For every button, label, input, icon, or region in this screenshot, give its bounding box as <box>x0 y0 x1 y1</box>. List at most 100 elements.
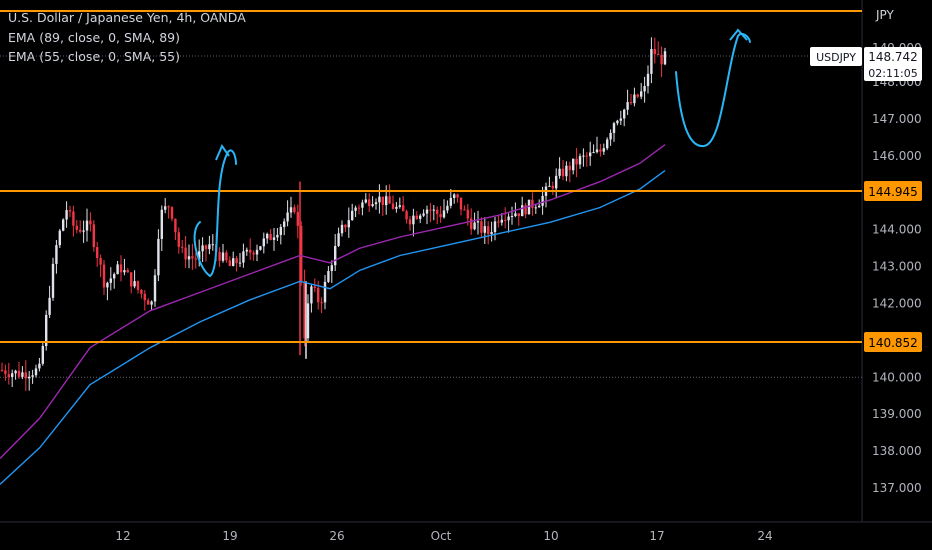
candle-body <box>354 207 357 211</box>
candle-body <box>225 252 228 261</box>
candle-body <box>517 213 520 217</box>
candle-body <box>551 185 554 189</box>
candle-body <box>184 247 187 260</box>
candle-body <box>337 233 340 246</box>
candle-body <box>218 251 221 261</box>
last-price-badge[interactable] <box>864 47 922 81</box>
price-axis-currency: JPY <box>875 8 895 22</box>
candle-body <box>252 252 255 255</box>
candle-body <box>368 199 371 207</box>
candle-body <box>391 203 395 209</box>
price-axis-tick: 144.000 <box>872 223 922 237</box>
price-axis-tick: 147.000 <box>872 112 922 126</box>
candle-body <box>208 244 211 250</box>
candle-body <box>585 155 588 157</box>
drawing-arrowhead-1[interactable] <box>215 143 230 161</box>
candle-body <box>429 209 432 211</box>
candle-body <box>572 158 575 171</box>
candle-body <box>636 94 639 97</box>
candle-body <box>616 120 619 124</box>
symbol-tag[interactable] <box>810 47 862 66</box>
candle-body <box>143 293 146 301</box>
ema55-legend[interactable]: EMA (55, close, 0, SMA, 55) <box>8 49 180 64</box>
candle-body <box>286 212 289 222</box>
time-axis-tick: Oct <box>431 529 452 543</box>
candle-body <box>480 221 483 233</box>
candle-body <box>201 245 204 252</box>
candle-body <box>116 264 119 275</box>
candle-body <box>17 370 21 377</box>
drawing-path-1[interactable] <box>193 149 237 278</box>
level-price-badge[interactable] <box>864 332 922 352</box>
candle-body <box>262 238 265 247</box>
candle-body <box>361 202 364 208</box>
candle-body <box>221 252 225 261</box>
candle-body <box>160 209 163 239</box>
chart-title: U.S. Dollar / Japanese Yen, 4h, OANDA <box>8 10 246 25</box>
candle-body <box>0 369 4 371</box>
candle-body <box>126 270 129 273</box>
candle-body <box>109 278 112 283</box>
candle-body <box>599 149 602 152</box>
candle-body <box>102 264 106 288</box>
candle-body <box>279 227 282 235</box>
level-price-badge[interactable] <box>864 181 922 201</box>
candle-body <box>612 123 616 133</box>
candle-body <box>334 245 337 266</box>
candle-body <box>623 109 626 119</box>
candle-body <box>425 209 429 214</box>
candle-body <box>255 249 259 255</box>
time-axis-tick: 24 <box>757 529 772 543</box>
price-axis-tick: 142.000 <box>872 296 922 310</box>
chart-legend: U.S. Dollar / Japanese Yen, 4h, OANDA EM… <box>8 8 246 67</box>
candle-body <box>575 158 578 165</box>
time-axis-tick: 12 <box>115 529 130 543</box>
candle-body <box>344 224 347 228</box>
candle-body <box>357 207 361 209</box>
candle-body <box>96 247 99 258</box>
symbol-tag-label: USDJPY <box>816 51 856 64</box>
candle-body <box>500 219 503 223</box>
candle-body <box>296 212 299 226</box>
candle-body <box>439 213 442 218</box>
candle-body <box>470 218 473 230</box>
candle-body <box>75 225 78 230</box>
candle-body <box>269 233 272 240</box>
price-axis-tick: 143.000 <box>872 260 922 274</box>
candle-body <box>504 219 507 221</box>
candle-body <box>592 152 595 154</box>
candle-body <box>453 194 456 198</box>
drawing-path-2[interactable] <box>675 32 751 148</box>
candle-body <box>493 221 497 233</box>
candle-body <box>79 229 82 232</box>
candle-body <box>385 196 388 206</box>
candle-body <box>514 213 517 217</box>
candle-body <box>351 210 354 221</box>
candle-body <box>238 262 242 264</box>
candle-body <box>38 363 41 369</box>
candle-body <box>24 372 27 379</box>
candle-body <box>432 209 435 211</box>
candle-body <box>300 225 303 282</box>
candle-body <box>395 206 398 209</box>
candle-body <box>164 206 167 210</box>
candle-body <box>21 372 24 377</box>
candle-body <box>660 54 663 65</box>
price-axis-tick: 139.000 <box>872 407 922 421</box>
drawing-arrowhead-2[interactable] <box>729 28 748 41</box>
candle-body <box>65 210 68 220</box>
candle-body <box>170 207 174 219</box>
candle-body <box>378 196 381 203</box>
candle-body <box>317 287 320 303</box>
ema89-legend[interactable]: EMA (89, close, 0, SMA, 89) <box>8 29 180 45</box>
candle-body <box>609 132 612 140</box>
candle-body <box>147 300 150 305</box>
ema55-line[interactable] <box>0 170 666 485</box>
candle-body <box>228 260 231 266</box>
candle-body <box>347 220 350 228</box>
level-price-value: 144.945 <box>868 185 918 199</box>
candle-body <box>449 197 452 206</box>
candle-body <box>555 175 558 189</box>
